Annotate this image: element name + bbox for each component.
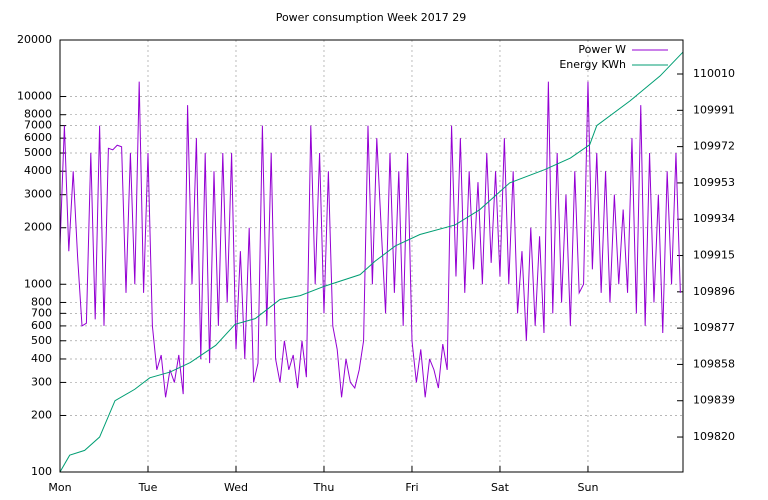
y-tick-label: 10000: [17, 90, 52, 103]
x-tick-label: Sat: [491, 481, 510, 494]
y-tick-label: 500: [31, 334, 52, 347]
y-tick-label: 1000: [24, 277, 52, 290]
y-tick-label: 100: [31, 465, 52, 478]
y-tick-label: 400: [31, 352, 52, 365]
x-tick-label: Tue: [138, 481, 158, 494]
y2-tick-label: 109858: [693, 357, 735, 370]
y-tick-label: 800: [31, 295, 52, 308]
y2-tick-label: 109934: [693, 212, 735, 225]
y2-tick-label: 109820: [693, 430, 735, 443]
y2-tick-label: 110010: [693, 67, 735, 80]
x-tick-label: Wed: [224, 481, 248, 494]
x-tick-label: Sun: [577, 481, 598, 494]
y-tick-label: 5000: [24, 146, 52, 159]
data-line: [59, 81, 681, 398]
y2-tick-label: 109839: [693, 394, 735, 407]
y2-tick-label: 109991: [693, 103, 735, 116]
legend-label: Energy KWh: [559, 58, 626, 71]
y2-tick-label: 109915: [693, 249, 735, 262]
data-line: [59, 51, 684, 473]
y2-tick-label: 109896: [693, 285, 735, 298]
y-tick-label: 3000: [24, 188, 52, 201]
x-tick-label: Mon: [48, 481, 71, 494]
y-tick-label: 300: [31, 375, 52, 388]
plot-border: [59, 39, 684, 473]
y2-tick-label: 109972: [693, 140, 735, 153]
x-tick-label: Fri: [405, 481, 418, 494]
y-tick-label: 4000: [24, 164, 52, 177]
y-tick-label: 2000: [24, 221, 52, 234]
y-tick-label: 700: [31, 306, 52, 319]
y-tick-label: 8000: [24, 108, 52, 121]
y-tick-label: 600: [31, 319, 52, 332]
y-tick-label: 20000: [17, 33, 52, 46]
y-tick-label: 7000: [24, 119, 52, 132]
y2-tick-label: 109953: [693, 176, 735, 189]
y2-tick-label: 109877: [693, 321, 735, 334]
chart-title: Power consumption Week 2017 29: [276, 11, 467, 24]
x-tick-label: Thu: [313, 481, 335, 494]
y-tick-label: 6000: [24, 131, 52, 144]
y-tick-label: 200: [31, 408, 52, 421]
legend-label: Power W: [578, 43, 626, 56]
